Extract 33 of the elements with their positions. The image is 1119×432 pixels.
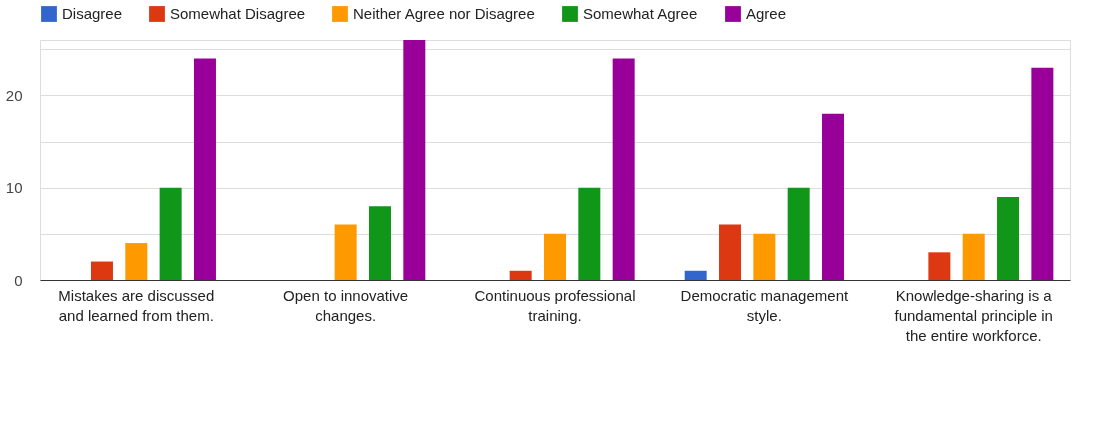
- bar: [928, 252, 951, 280]
- bar: [90, 261, 113, 280]
- x-tick-label: Knowledge-sharing is a fundamental principle in the entire workforce.: [894, 286, 1053, 344]
- bar: [125, 243, 148, 280]
- legend-label: Somewhat Agree: [583, 5, 698, 22]
- bar: [544, 233, 566, 280]
- y-tick-label: 20: [5, 86, 23, 104]
- bar: [403, 40, 426, 280]
- x-tick-label: Continuous professional training.: [474, 286, 636, 324]
- y-tick-label: 10: [5, 179, 23, 197]
- bar: [997, 196, 1020, 280]
- legend-label: Neither Agree nor Disagree: [353, 5, 535, 22]
- bar: [159, 187, 182, 280]
- legend-label: Somewhat Disagree: [170, 5, 306, 22]
- x-tick-label: Open to innovative changes.: [283, 286, 409, 324]
- bar: [368, 206, 391, 280]
- bar: [578, 187, 601, 280]
- y-tick-label: 0: [14, 271, 23, 289]
- x-tick-label: Democratic management style.: [680, 286, 849, 324]
- bar: [1031, 67, 1054, 280]
- bar: [509, 270, 532, 280]
- bar: [193, 58, 216, 280]
- legend-label: Disagree: [62, 5, 123, 22]
- bar: [753, 233, 776, 280]
- bar: [612, 58, 635, 280]
- bar: [787, 187, 810, 280]
- x-tick-label: Mistakes are discussed and learned from them.: [58, 286, 215, 324]
- legend-label: Agree: [746, 5, 787, 22]
- bar: [684, 270, 707, 280]
- bar: [334, 224, 357, 280]
- bar: [822, 113, 845, 280]
- bar: [719, 224, 742, 280]
- bar: [962, 233, 985, 280]
